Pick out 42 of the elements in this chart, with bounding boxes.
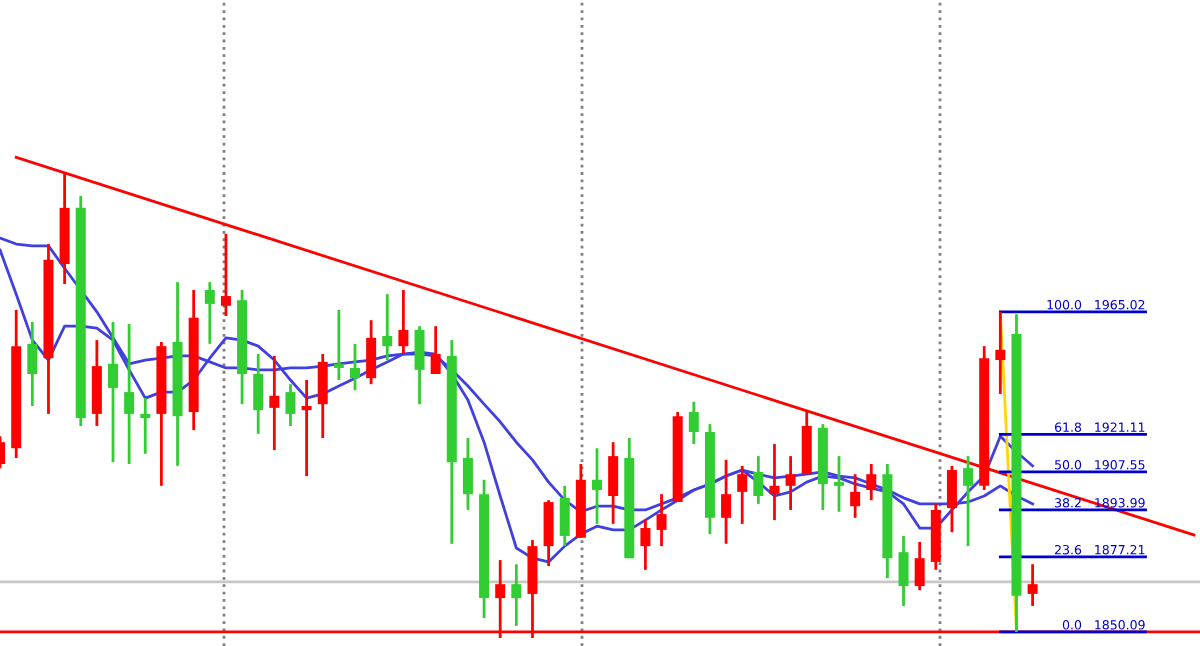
candlestick [850,472,861,520]
candlestick [269,354,280,452]
candlestick [688,400,699,446]
candlestick [220,232,231,318]
candlestick [640,518,651,572]
candlestick [317,352,328,440]
candlestick [866,462,877,502]
candlestick [140,396,151,456]
candlestick [1027,562,1038,608]
candlestick [124,322,135,466]
candlestick [366,318,377,386]
candlestick [462,436,473,512]
candlestick [946,464,957,534]
candlestick [995,310,1006,396]
candlestick [592,446,602,526]
candlestick [414,324,425,406]
candlestick [737,464,748,526]
candlestick [91,338,102,428]
candlestick [27,320,38,408]
candlestick [430,324,441,376]
candlestick [963,454,974,548]
candlestick [398,288,409,356]
candlestick [785,454,796,512]
candlestick [511,562,522,628]
candlestick [285,382,296,428]
candlestick [608,440,619,526]
candlestick [301,378,312,478]
candlestick [898,534,909,608]
candlestick [382,292,393,362]
candlestick [769,442,780,522]
candlestick [834,454,844,514]
candlestick [108,320,118,464]
candlestick [753,454,764,506]
candlestick [656,492,667,548]
candlestick [721,458,732,546]
candlestick [253,352,264,436]
candlestick [559,484,570,548]
candlestick [914,540,925,592]
candlestick [350,342,360,392]
candlestick [204,280,215,346]
candlestick [333,308,344,382]
candlestick [543,498,554,568]
